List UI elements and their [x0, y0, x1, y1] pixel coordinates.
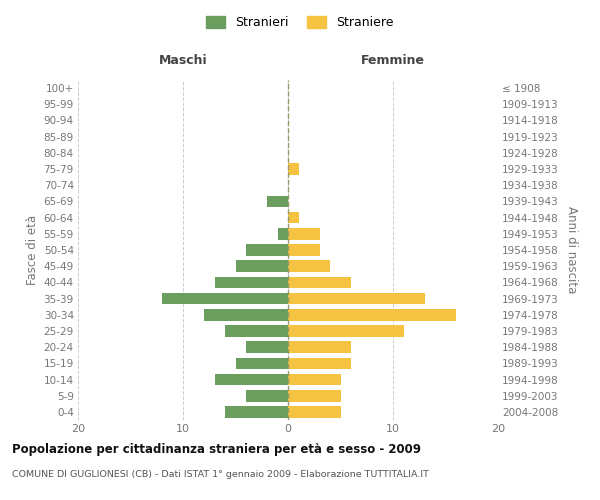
Text: Maschi: Maschi [158, 54, 208, 68]
Text: Femmine: Femmine [361, 54, 425, 68]
Bar [277, 228, 288, 239]
Bar [288, 212, 299, 224]
Y-axis label: Anni di nascita: Anni di nascita [565, 206, 578, 294]
Bar [204, 309, 288, 320]
Bar [267, 196, 288, 207]
Bar [288, 309, 456, 320]
Bar [288, 228, 320, 239]
Bar [215, 276, 288, 288]
Bar [246, 244, 288, 256]
Bar [288, 342, 351, 353]
Bar [235, 358, 288, 369]
Bar [288, 325, 404, 337]
Bar [225, 406, 288, 417]
Legend: Stranieri, Straniere: Stranieri, Straniere [202, 11, 398, 34]
Bar [235, 260, 288, 272]
Bar [215, 374, 288, 386]
Bar [288, 244, 320, 256]
Bar [246, 390, 288, 402]
Bar [162, 292, 288, 304]
Bar [225, 325, 288, 337]
Bar [288, 390, 341, 402]
Bar [288, 260, 330, 272]
Y-axis label: Fasce di età: Fasce di età [26, 215, 40, 285]
Bar [288, 276, 351, 288]
Text: COMUNE DI GUGLIONESI (CB) - Dati ISTAT 1° gennaio 2009 - Elaborazione TUTTITALIA: COMUNE DI GUGLIONESI (CB) - Dati ISTAT 1… [12, 470, 429, 479]
Bar [288, 163, 299, 175]
Bar [288, 406, 341, 417]
Bar [246, 342, 288, 353]
Bar [288, 358, 351, 369]
Bar [288, 292, 425, 304]
Text: Popolazione per cittadinanza straniera per età e sesso - 2009: Popolazione per cittadinanza straniera p… [12, 442, 421, 456]
Bar [288, 374, 341, 386]
